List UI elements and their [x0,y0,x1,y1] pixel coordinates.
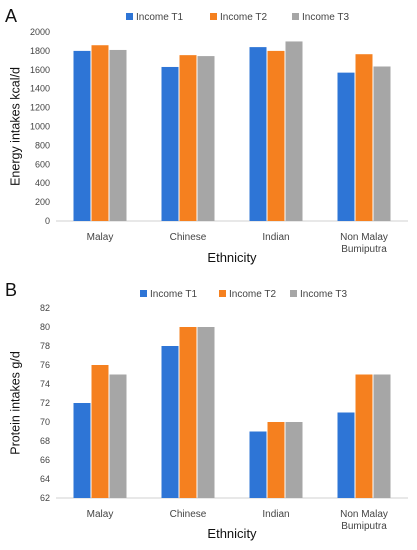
y-tick-label: 70 [40,417,50,427]
x-axis-title: Ethnicity [207,526,257,541]
legend-label-2: Income T2 [229,289,276,300]
bar [179,55,197,222]
bar [373,374,391,498]
legend-swatch-1 [126,13,133,20]
y-tick-label: 200 [35,197,50,207]
legend-label-1: Income T1 [150,289,197,300]
y-tick-label: 0 [45,216,50,226]
y-tick-label: 76 [40,360,50,370]
bar [355,374,373,498]
legend-label-2: Income T2 [220,12,267,23]
legend-label-1: Income T1 [136,12,183,23]
chart-panel-b: B Income T1 Income T2 Income T3 62 64 66 68 70 72… [5,280,408,541]
y-tick-label: 78 [40,341,50,351]
category-label: Bumiputra [341,521,387,532]
bar [73,50,91,222]
y-tick-label: 82 [40,303,50,313]
legend-swatch-1 [140,290,147,297]
y-axis-title: Protein intakes g/d [8,351,22,455]
bar [267,50,285,222]
y-tick-label: 66 [40,455,50,465]
y-tick-label: 74 [40,379,50,389]
bar [337,412,355,498]
legend-swatch-2 [219,290,226,297]
y-tick-label: 1000 [30,122,50,132]
bar [161,66,179,221]
y-tick-label: 80 [40,322,50,332]
category-label: Non Malay [340,509,388,520]
y-tick-label: 800 [35,140,50,150]
bar [355,54,373,221]
category-label: Non Malay [340,232,388,243]
y-tick-label: 62 [40,493,50,503]
panel-letter: B [5,280,17,300]
chart-panel-a: A Income T1 Income T2 Income T3 0 200 400 600 80… [5,6,408,265]
legend-swatch-3 [292,13,299,20]
bar [161,346,179,498]
bar [285,422,303,498]
category-label: Chinese [170,232,207,243]
y-tick-label: 64 [40,474,50,484]
bar [249,47,267,222]
x-axis-title: Ethnicity [207,250,257,265]
category-label: Malay [87,232,114,243]
legend-label-3: Income T3 [300,289,347,300]
y-tick-label: 600 [35,159,50,169]
y-tick-label: 400 [35,178,50,188]
bar [337,72,355,221]
category-label: Indian [262,232,289,243]
y-axis-title: Energy intakes kcal/d [8,67,22,186]
bar [267,422,285,498]
category-label: Indian [262,509,289,520]
bar [197,56,215,221]
legend-swatch-3 [290,290,297,297]
category-label: Bumiputra [341,244,387,255]
panel-letter: A [5,6,17,26]
bar [109,374,127,498]
bar [73,403,91,498]
bar [91,365,109,498]
bar [91,45,109,222]
legend-swatch-2 [210,13,217,20]
y-tick-label: 1800 [30,46,50,56]
bar [179,327,197,498]
bar [285,41,303,222]
y-tick-label: 2000 [30,27,50,37]
y-tick-label: 68 [40,436,50,446]
legend-label-3: Income T3 [302,12,349,23]
y-tick-label: 1600 [30,65,50,75]
bar [197,327,215,498]
category-label: Chinese [170,509,207,520]
y-tick-label: 1200 [30,103,50,113]
y-tick-label: 1400 [30,84,50,94]
category-label: Malay [87,509,114,520]
bar [373,66,391,222]
bar [109,49,127,221]
bar [249,431,267,498]
y-tick-label: 72 [40,398,50,408]
